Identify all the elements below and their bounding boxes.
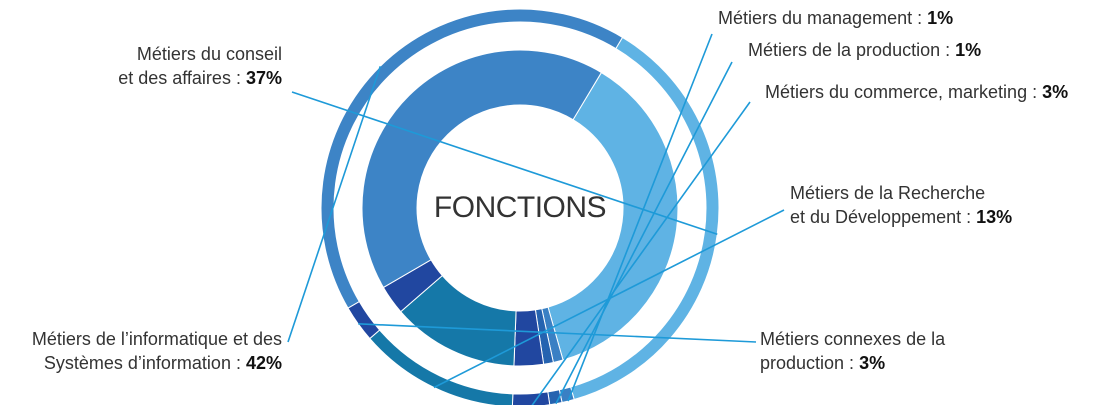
label-recherche-line2: et du Développement : [790, 207, 972, 227]
label-production-text: Métiers de la production : [748, 40, 951, 60]
label-recherche-line1: Métiers de la Recherche [790, 183, 986, 203]
label-connexes-line2: production : [760, 353, 855, 373]
label-informatique-line1: Métiers de l’informatique et des [31, 329, 282, 349]
label-conseil-line1: Métiers du conseil [136, 44, 282, 64]
label-commerce-text: Métiers du commerce, marketing : [765, 82, 1038, 102]
leader-line-5 [358, 323, 757, 343]
leader-line-0 [291, 91, 718, 236]
label-production: Métiers de la production : 1% [748, 38, 981, 62]
leader-lines [287, 33, 785, 405]
outer-slice-5 [347, 300, 381, 340]
label-management-pct: 1% [927, 8, 954, 28]
label-management: Métiers du management : 1% [718, 6, 953, 30]
label-commerce: Métiers du commerce, marketing : 3% [765, 80, 1068, 104]
leader-line-6 [287, 66, 382, 343]
label-conseil: Métiers du conseil et des affaires : 37% [20, 42, 282, 90]
inner-slice-6 [361, 49, 603, 289]
label-conseil-line2: et des affaires : [118, 68, 241, 88]
outer-slice-3 [511, 391, 551, 405]
leader-line-4 [433, 209, 785, 389]
chart-title: FONCTIONS [434, 191, 606, 224]
label-connexes: Métiers connexes de la production : 3% [760, 327, 945, 375]
inner-ring [361, 49, 679, 367]
label-production-pct: 1% [955, 40, 982, 60]
leader-line-2 [555, 61, 733, 405]
label-conseil-pct: 37% [245, 68, 282, 88]
outer-ring [320, 8, 720, 405]
label-connexes-line1: Métiers connexes de la [760, 329, 946, 349]
label-informatique: Métiers de l’informatique et des Système… [10, 327, 282, 375]
inner-slice-0 [547, 71, 679, 361]
label-management-text: Métiers du management : [718, 8, 923, 28]
label-recherche: Métiers de la Recherche et du Développem… [790, 181, 1012, 229]
leader-line-1 [567, 33, 713, 402]
label-informatique-pct: 42% [245, 353, 282, 373]
label-commerce-pct: 3% [1042, 82, 1069, 102]
label-informatique-line2: Systèmes d’information : [43, 353, 241, 373]
label-recherche-pct: 13% [976, 207, 1013, 227]
leader-line-3 [531, 101, 751, 405]
label-connexes-pct: 3% [859, 353, 886, 373]
outer-slice-6 [320, 8, 624, 309]
